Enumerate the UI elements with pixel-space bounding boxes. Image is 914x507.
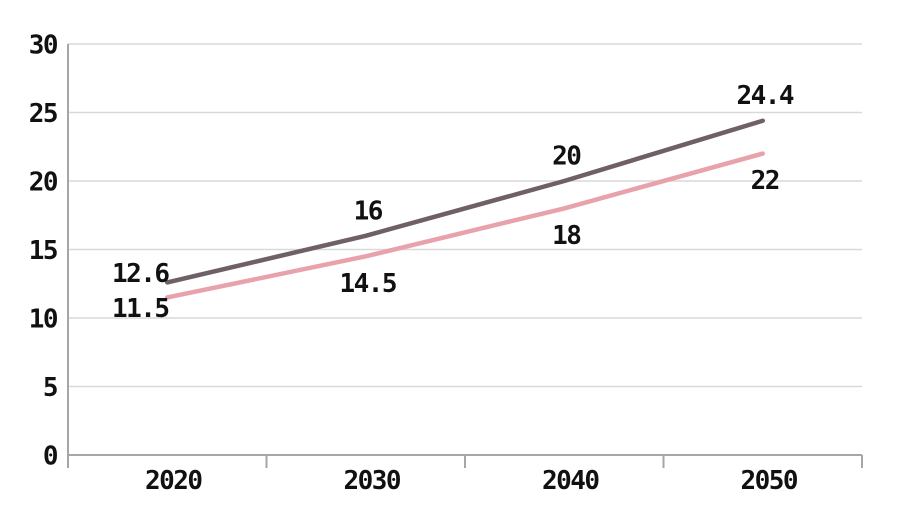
series-line-lower (165, 151, 765, 300)
x-axis-tick-label: 2050 (740, 466, 797, 496)
data-label-lower: 22 (751, 166, 779, 196)
y-axis-tick-label: 20 (29, 168, 58, 198)
y-axis-tick-label: 15 (29, 236, 57, 266)
x-axis-tick-label: 2020 (145, 466, 202, 496)
y-axis-tick-label: 0 (43, 442, 58, 472)
series-line-upper (165, 118, 765, 285)
y-axis-tick-label: 30 (29, 31, 58, 61)
y-axis-tick-label: 5 (43, 373, 57, 403)
y-axis-tick-label: 10 (29, 305, 58, 335)
data-label-upper: 24.4 (736, 81, 793, 111)
data-label-upper: 16 (354, 196, 383, 226)
data-label-lower: 18 (552, 221, 581, 251)
y-axis-tick-label: 25 (29, 99, 57, 129)
data-label-upper: 20 (552, 142, 581, 172)
data-label-upper: 12.6 (112, 259, 169, 289)
x-axis-tick-label: 2040 (542, 466, 599, 496)
data-label-lower: 11.5 (112, 294, 169, 324)
x-axis-tick-label: 2030 (343, 466, 400, 496)
data-label-lower: 14.5 (339, 269, 396, 299)
